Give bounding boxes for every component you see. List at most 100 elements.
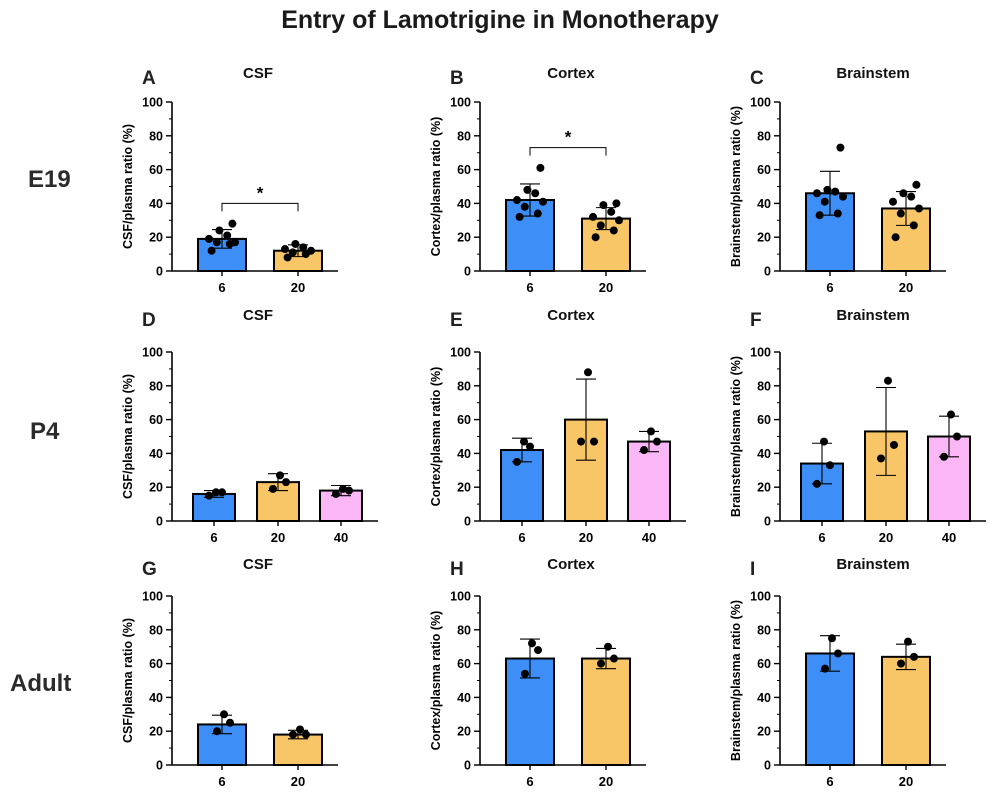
y-axis-label: Cortex/plasma ratio (%) bbox=[429, 367, 443, 507]
figure-title: Entry of Lamotrigine in Monotherapy bbox=[281, 6, 719, 34]
y-tick-label: 80 bbox=[457, 129, 471, 143]
data-point bbox=[915, 204, 923, 213]
x-tick-label: 20 bbox=[899, 774, 913, 789]
data-point bbox=[591, 233, 600, 242]
chart-panel-b: B Cortex 0 20 40 60 80 100 Cortex/plasma ratio (… bbox=[429, 65, 646, 295]
chart-panel-i: I Brainstem 0 20 40 60 80 100 Brainstem/plasma r… bbox=[729, 556, 946, 789]
data-point bbox=[220, 710, 228, 719]
data-point bbox=[584, 368, 592, 377]
y-tick-label: 60 bbox=[757, 413, 771, 427]
data-point bbox=[531, 189, 540, 198]
y-tick-label: 60 bbox=[757, 163, 771, 177]
y-tick-label: 40 bbox=[457, 447, 471, 461]
y-tick-label: 20 bbox=[149, 481, 163, 495]
y-tick-label: 20 bbox=[149, 231, 163, 245]
y-tick-label: 100 bbox=[750, 96, 771, 110]
data-point bbox=[526, 442, 534, 451]
y-tick-label: 100 bbox=[750, 346, 771, 360]
panel-title: Brainstem bbox=[836, 307, 909, 324]
y-tick-label: 100 bbox=[142, 346, 163, 360]
data-point bbox=[513, 196, 521, 205]
data-point bbox=[205, 491, 213, 500]
significance-bracket bbox=[221, 202, 299, 212]
data-point bbox=[912, 180, 921, 189]
data-point bbox=[604, 642, 612, 651]
y-axis-label: CSF/plasma ratio (%) bbox=[121, 124, 135, 249]
data-point bbox=[296, 725, 304, 734]
data-point bbox=[947, 410, 955, 419]
data-point bbox=[823, 185, 832, 194]
panel-letter: H bbox=[450, 559, 464, 580]
y-tick-label: 20 bbox=[457, 231, 471, 245]
x-tick-label: 6 bbox=[526, 774, 533, 789]
data-point bbox=[599, 201, 608, 210]
data-point bbox=[907, 192, 916, 201]
data-point bbox=[833, 209, 842, 218]
x-tick-label: 40 bbox=[942, 530, 956, 545]
data-point bbox=[515, 212, 524, 221]
data-point bbox=[820, 197, 829, 206]
data-point bbox=[813, 189, 821, 198]
data-point bbox=[831, 187, 840, 196]
panel-letter: I bbox=[750, 559, 755, 580]
y-tick-label: 40 bbox=[757, 691, 771, 705]
y-tick-label: 0 bbox=[156, 265, 163, 279]
chart-panel-c: C Brainstem 0 20 40 60 80 100 Brainstem/plasma r… bbox=[729, 65, 946, 295]
data-point bbox=[289, 730, 297, 739]
significance-star: * bbox=[565, 128, 572, 147]
panel-letter: G bbox=[142, 559, 157, 580]
data-point bbox=[615, 216, 623, 225]
y-axis-label: Cortex/plasma ratio (%) bbox=[429, 611, 443, 751]
data-point bbox=[282, 478, 290, 487]
panel-title: Brainstem bbox=[836, 65, 909, 82]
y-tick-label: 40 bbox=[457, 197, 471, 211]
data-point bbox=[523, 185, 532, 194]
data-point bbox=[640, 446, 648, 455]
row-label-e19: E19 bbox=[28, 166, 71, 193]
panel-letter: F bbox=[750, 310, 762, 331]
x-tick-label: 6 bbox=[218, 774, 225, 789]
y-tick-label: 0 bbox=[464, 515, 471, 529]
data-point bbox=[820, 437, 828, 446]
y-tick-label: 80 bbox=[457, 623, 471, 637]
y-tick-label: 20 bbox=[457, 481, 471, 495]
data-point bbox=[896, 209, 905, 218]
data-point bbox=[281, 245, 289, 254]
panel-letter: B bbox=[450, 68, 464, 89]
data-point bbox=[891, 233, 900, 242]
x-tick-label: 6 bbox=[218, 280, 225, 295]
x-tick-label: 20 bbox=[599, 280, 613, 295]
data-point bbox=[897, 659, 905, 668]
panel-letter: E bbox=[450, 310, 463, 331]
bar-20 bbox=[881, 655, 931, 767]
y-tick-label: 80 bbox=[757, 379, 771, 393]
panel-title: CSF bbox=[243, 556, 273, 573]
data-point bbox=[940, 452, 948, 461]
data-point bbox=[291, 239, 300, 248]
x-tick-label: 20 bbox=[899, 280, 913, 295]
y-axis-label: CSF/plasma ratio (%) bbox=[121, 618, 135, 743]
x-tick-label: 20 bbox=[271, 530, 285, 545]
data-point bbox=[815, 211, 824, 220]
data-point bbox=[215, 226, 224, 235]
y-tick-label: 20 bbox=[457, 725, 471, 739]
significance-bracket bbox=[529, 147, 607, 156]
data-point bbox=[612, 199, 621, 208]
data-point bbox=[589, 212, 597, 221]
x-tick-label: 20 bbox=[291, 774, 305, 789]
data-point bbox=[904, 637, 912, 646]
data-point bbox=[884, 376, 892, 385]
y-tick-label: 0 bbox=[764, 515, 771, 529]
data-point bbox=[513, 457, 521, 466]
data-point bbox=[218, 488, 226, 497]
panel-title: Cortex bbox=[547, 307, 595, 324]
data-point bbox=[834, 649, 842, 658]
y-tick-label: 20 bbox=[757, 725, 771, 739]
row-label-p4: P4 bbox=[30, 418, 60, 445]
y-tick-label: 60 bbox=[457, 657, 471, 671]
chart-panel-a: A CSF 0 20 40 60 80 100 CSF/plasma ratio (%) 6 20 * bbox=[121, 65, 338, 295]
data-point bbox=[307, 246, 315, 255]
bar-6 bbox=[192, 492, 236, 522]
y-tick-label: 40 bbox=[757, 447, 771, 461]
y-tick-label: 0 bbox=[764, 265, 771, 279]
